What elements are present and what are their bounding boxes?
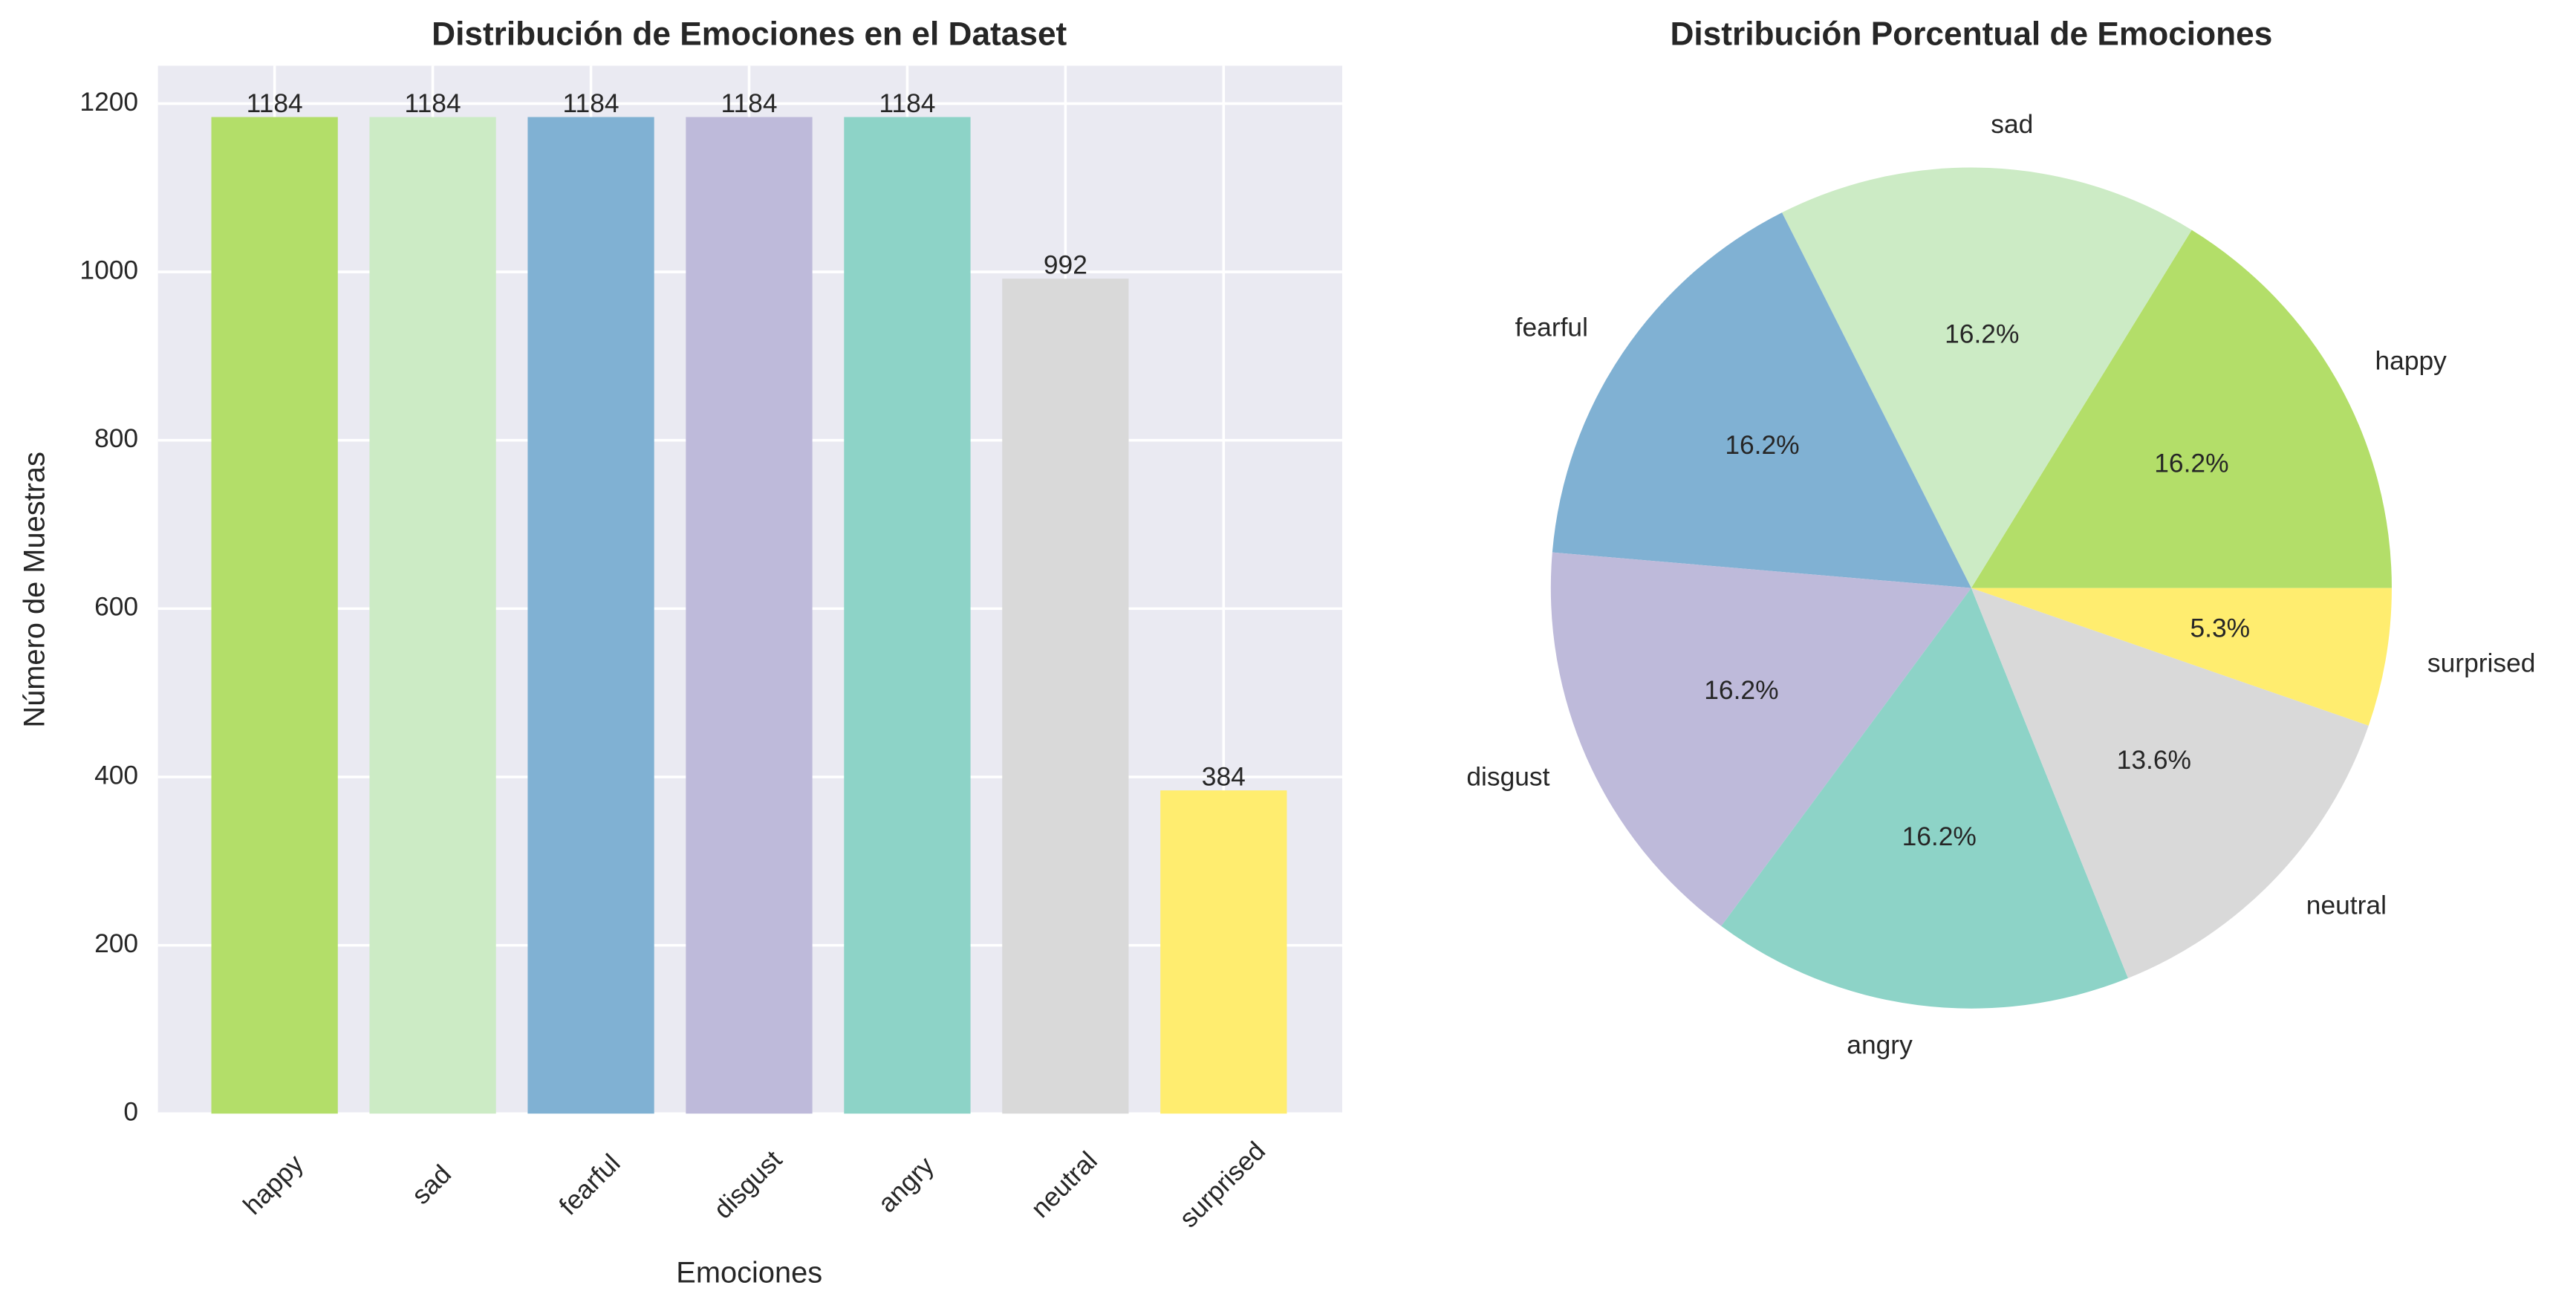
slice-label: sad (1991, 110, 2033, 139)
value-label: 1184 (721, 89, 777, 118)
pie-slice (1550, 552, 1971, 926)
percent-label: 16.2% (1725, 431, 1799, 460)
bar (369, 117, 496, 1114)
percent-label: 16.2% (1945, 320, 2019, 349)
pie-slice (1782, 167, 2192, 588)
y-tick-label: 1000 (79, 256, 138, 284)
slice-label: fearful (1515, 313, 1588, 342)
value-label: 992 (1044, 251, 1087, 280)
value-label: 1184 (879, 89, 935, 118)
slice-label: happy (2375, 346, 2447, 375)
percent-label: 16.2% (1902, 822, 1977, 851)
pie-slice (1971, 588, 2392, 726)
pie-slice (1552, 212, 1971, 588)
y-tick-label: 600 (94, 593, 138, 622)
percent-label: 16.2% (2154, 449, 2228, 478)
y-tick-label: 0 (123, 1098, 138, 1127)
slice-label: neutral (2306, 891, 2387, 920)
value-label: 384 (1202, 762, 1246, 791)
value-label: 1184 (563, 89, 619, 118)
percent-label: 16.2% (1704, 676, 1778, 705)
bar (844, 117, 971, 1114)
slice-label: surprised (2427, 648, 2536, 677)
x-axis-label: Emociones (676, 1256, 822, 1289)
pie-slice (1971, 588, 2369, 978)
y-axis-label: Número de Muestras (19, 452, 51, 728)
y-tick-label: 1200 (79, 88, 138, 117)
chart-title: Distribución Porcentual de Emociones (1670, 16, 2272, 52)
chart-title: Distribución de Emociones en el Dataset (432, 16, 1067, 52)
percent-label: 5.3% (2190, 614, 2251, 643)
y-tick-label: 800 (94, 424, 138, 453)
y-tick-label: 400 (94, 761, 138, 790)
pie-slice (1971, 230, 2392, 588)
bar (1160, 790, 1287, 1114)
value-label: 1184 (405, 89, 461, 118)
slice-label: angry (1847, 1031, 1913, 1060)
y-tick-label: 200 (94, 929, 138, 958)
bar (686, 117, 813, 1114)
value-label: 1184 (247, 89, 303, 118)
bar (527, 117, 654, 1114)
percent-label: 13.6% (2117, 746, 2191, 775)
pie-slice (1721, 588, 2128, 1009)
bar (211, 117, 338, 1114)
slice-label: disgust (1466, 762, 1549, 791)
bar (1002, 279, 1129, 1114)
